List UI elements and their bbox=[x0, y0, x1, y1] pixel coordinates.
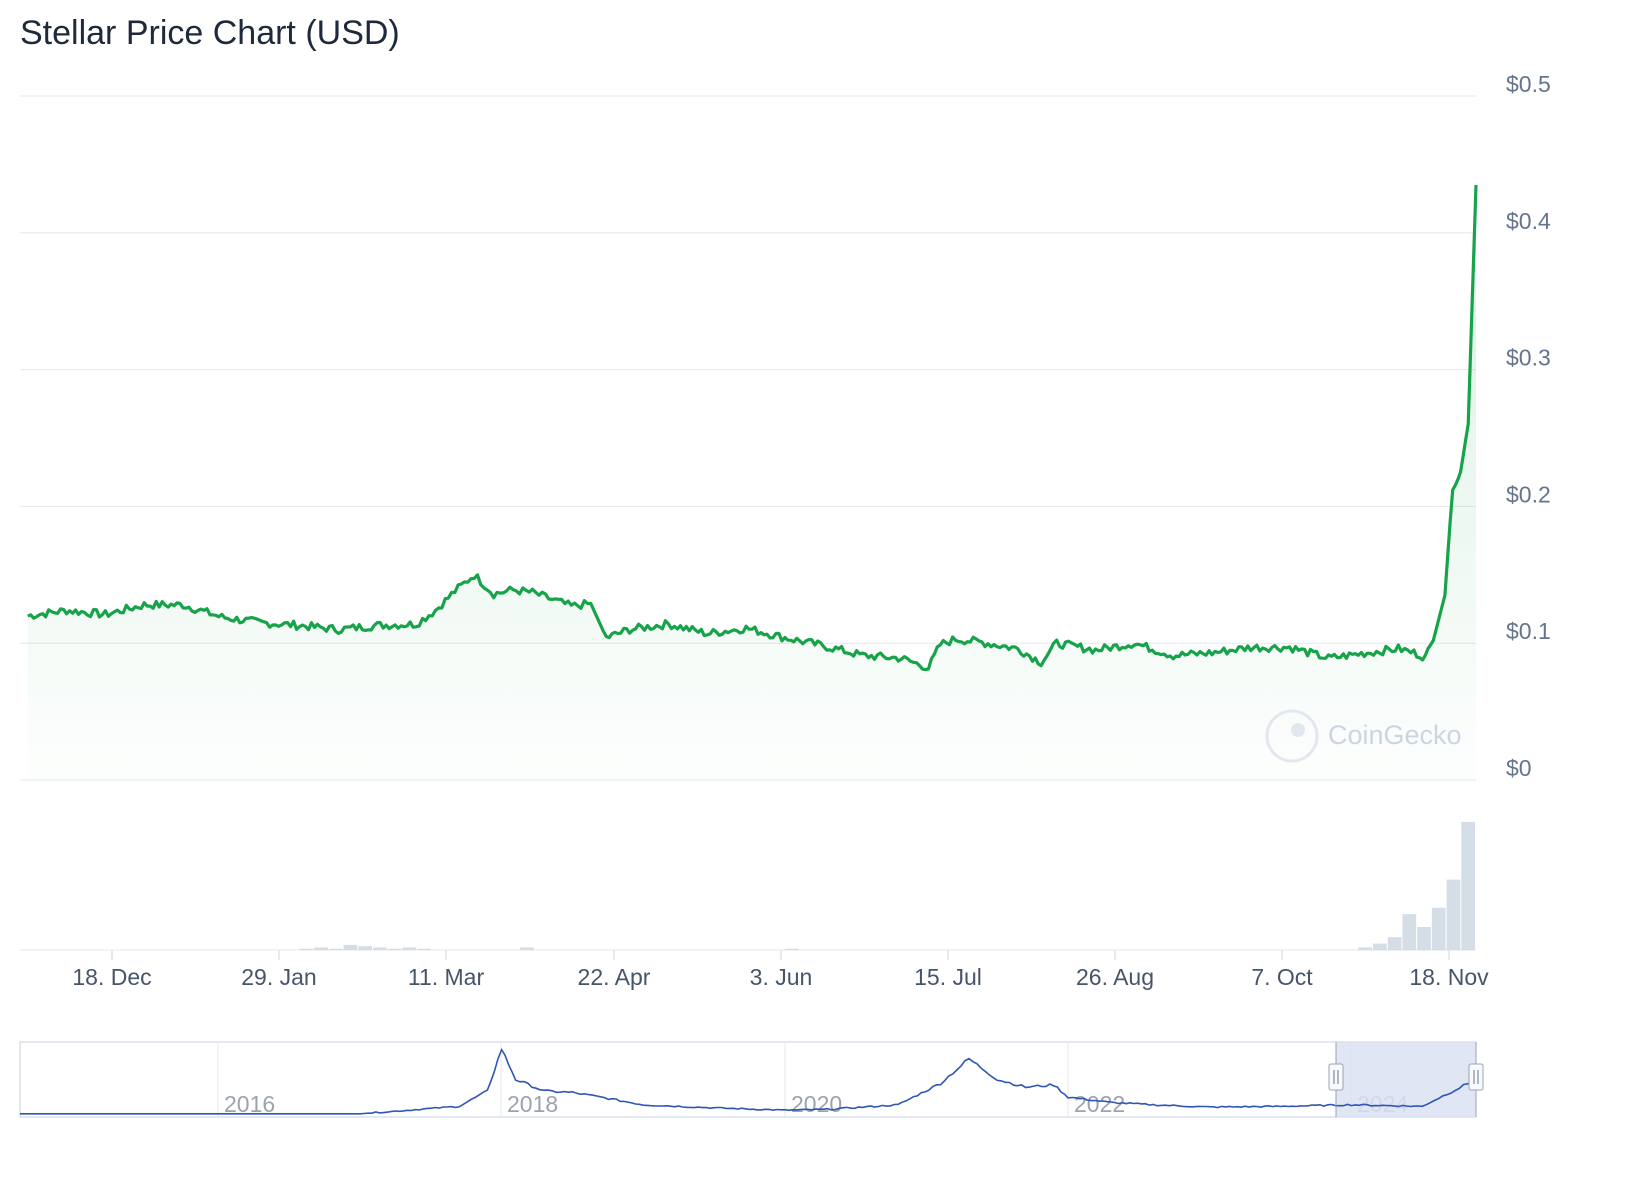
chart-title: Stellar Price Chart (USD) bbox=[20, 14, 400, 52]
navigator-year-label: 2020 bbox=[791, 1091, 842, 1117]
navigator-frame bbox=[19, 1041, 1477, 1118]
volume-bar bbox=[1373, 943, 1387, 950]
x-tick-label: 18. Nov bbox=[1409, 964, 1489, 990]
volume-bar bbox=[343, 944, 358, 950]
navigator-handle-left[interactable] bbox=[1328, 1063, 1344, 1091]
coingecko-logo-icon bbox=[1265, 709, 1319, 763]
volume-bar bbox=[328, 948, 343, 950]
volume-bar bbox=[1358, 947, 1373, 950]
navigator-handle-right[interactable] bbox=[1468, 1063, 1484, 1091]
price-series bbox=[27, 184, 1478, 780]
volume-bar bbox=[387, 948, 402, 950]
y-tick-label: $0.3 bbox=[1506, 345, 1551, 371]
y-tick-label: $0.4 bbox=[1506, 208, 1551, 234]
volume-bar bbox=[299, 948, 314, 950]
price-line[interactable] bbox=[27, 184, 1478, 672]
navigator-year-label: 2016 bbox=[224, 1091, 275, 1117]
x-tick-label: 15. Jul bbox=[914, 964, 982, 990]
y-tick-label: $0.1 bbox=[1506, 618, 1551, 644]
volume-bar bbox=[1402, 914, 1417, 950]
volume-bar bbox=[1431, 907, 1446, 950]
volume-bar bbox=[314, 947, 328, 950]
volume-bar bbox=[520, 947, 534, 950]
y-tick-label: $0.2 bbox=[1506, 481, 1551, 507]
watermark-text: CoinGecko bbox=[1328, 720, 1462, 750]
volume-bar bbox=[784, 948, 799, 950]
volume-bar bbox=[358, 946, 372, 950]
price-area bbox=[27, 184, 1476, 780]
y-tick-label: $0 bbox=[1506, 755, 1532, 781]
x-tick-label: 29. Jan bbox=[241, 964, 316, 990]
x-tick-label: 18. Dec bbox=[72, 964, 151, 990]
y-axis-labels: $0 $0.1 $0.2 $0.3 $0.4 $0.5 bbox=[1506, 71, 1551, 781]
x-tick-label: 11. Mar bbox=[408, 964, 485, 990]
x-tick-label: 26. Aug bbox=[1076, 964, 1154, 990]
navigator-year-label: 2022 bbox=[1074, 1091, 1125, 1117]
range-navigator[interactable]: 20162018202020222024 bbox=[19, 1041, 1484, 1118]
volume-bars bbox=[20, 822, 1476, 951]
coingecko-logo-eye bbox=[1291, 723, 1305, 737]
volume-bar bbox=[1387, 937, 1402, 950]
y-tick-label: $0.5 bbox=[1506, 71, 1551, 97]
x-tick-label: 7. Oct bbox=[1251, 964, 1313, 990]
volume-bar bbox=[1446, 879, 1461, 950]
navigator-year-label: 2018 bbox=[507, 1091, 558, 1117]
volume-bar bbox=[402, 947, 417, 950]
volume-bar bbox=[1461, 822, 1475, 950]
navigator-series-line bbox=[20, 1047, 1477, 1115]
volume-bar bbox=[417, 948, 431, 950]
volume-bar bbox=[1417, 926, 1431, 950]
coingecko-watermark: CoinGecko bbox=[1265, 709, 1462, 763]
volume-bar bbox=[372, 947, 387, 950]
x-axis-labels: 18. Dec 29. Jan 11. Mar 22. Apr 3. Jun 15. Ju… bbox=[72, 950, 1489, 990]
x-tick-label: 3. Jun bbox=[750, 964, 813, 990]
x-tick-label: 22. Apr bbox=[578, 964, 651, 990]
